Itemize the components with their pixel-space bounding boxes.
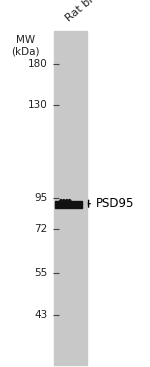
Ellipse shape [68,200,71,208]
Ellipse shape [62,200,66,208]
Ellipse shape [65,200,69,208]
Text: MW
(kDa): MW (kDa) [11,35,40,57]
Text: 72: 72 [34,224,47,235]
Text: 180: 180 [27,59,47,69]
Text: 130: 130 [27,99,47,110]
Text: Rat brain: Rat brain [64,0,110,24]
Bar [54,31,87,365]
Text: PSD95: PSD95 [96,197,134,210]
Text: 43: 43 [34,310,47,320]
Text: 55: 55 [34,268,47,279]
Bar [55,201,82,208]
Text: 95: 95 [34,193,47,203]
Ellipse shape [59,200,63,208]
